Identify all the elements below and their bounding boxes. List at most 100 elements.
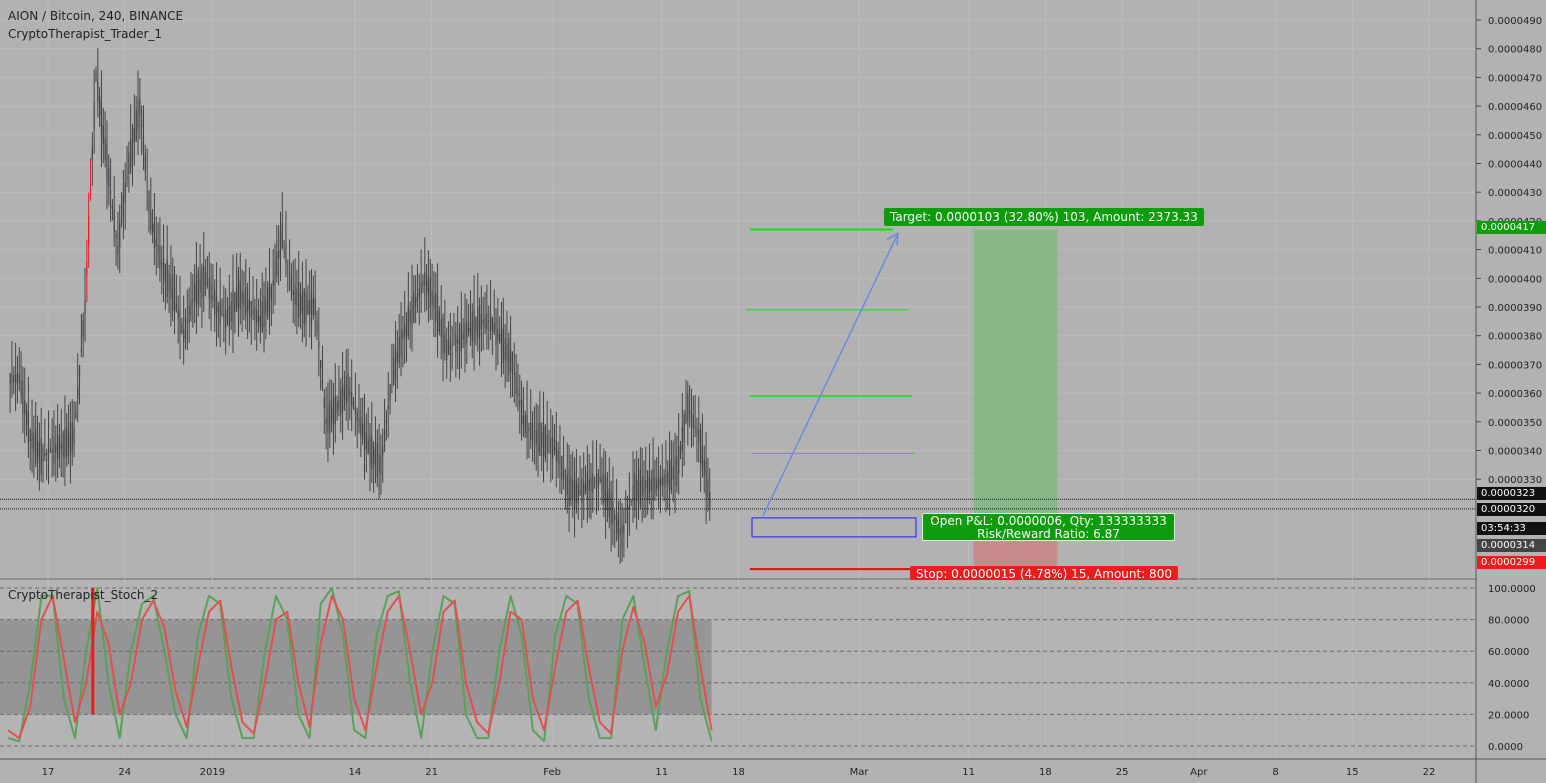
candle-body [634,473,636,511]
time-tick-label: 15 [1346,767,1359,778]
candle-body [204,271,207,286]
candle-body [615,512,618,533]
indicator-title[interactable]: CryptoTherapist_Trader_1 [8,27,163,41]
candle-body [553,447,556,451]
candle-body [299,293,302,312]
candle-body [86,262,88,276]
candle-body [608,488,610,518]
candle-body [572,480,574,499]
candle-body [435,292,437,322]
stoch-tick-label: 0.0000 [1488,742,1523,753]
candle-body [703,460,705,476]
candle-body [66,426,68,457]
candle-body [670,458,672,492]
candle-body [632,485,634,502]
candle-body [190,298,192,316]
candle-body [497,329,499,341]
candle-body [636,479,638,502]
candle-body [91,147,93,161]
candle-body [252,310,254,314]
pnl-line-2: Risk/Reward Ratio: 6.87 [977,527,1120,541]
candle-body [16,372,19,385]
candle-body [228,305,230,328]
candle-body [36,440,39,459]
candle-body [173,288,176,312]
overbought-oversold-band [0,619,712,715]
candle-body [469,321,472,336]
candle-body [201,267,203,300]
candle-body [511,354,514,375]
time-tick-label: Mar [850,767,870,778]
candle-body [351,392,353,406]
candle-body [226,321,229,323]
candle-body [484,314,486,328]
candle-body [307,299,309,315]
candle-body [347,373,349,402]
candle-body [398,337,400,363]
candle-body [506,343,508,363]
candle-body [157,245,159,254]
time-tick-label: 18 [732,767,745,778]
candle-body [700,429,702,465]
candle-body [188,305,190,324]
candle-body [320,360,322,369]
candle-body [444,332,446,353]
candle-body [166,259,168,297]
candle-body [309,300,311,314]
candle-body [539,422,541,456]
price-tick-label: 0.0000430 [1488,188,1542,199]
candle-body [707,479,709,499]
oscillator-title[interactable]: CryptoTherapist_Stoch_2 [8,588,159,602]
target-label[interactable]: Target: 0.0000103 (32.80%) 103, Amount: … [884,208,1204,226]
stop-label[interactable]: Stop: 0.0000015 (4.78%) 15, Amount: 800 [910,566,1178,580]
candle-body [362,423,364,440]
candle-body [354,407,356,414]
stoch-tick-label: 80.0000 [1488,616,1529,627]
price-tick-label: 0.0000350 [1488,418,1542,429]
symbol-title[interactable]: AION / Bitcoin, 240, BINANCE [8,9,184,23]
candle-body [356,411,358,422]
candle-body [473,309,475,342]
candle-body [561,455,563,480]
candle-body [312,299,314,315]
candle-body [345,376,347,406]
candle-body [230,302,232,322]
candle-body [144,155,146,172]
price-tick-label: 0.0000370 [1488,360,1542,371]
candle-body [606,491,609,506]
candle-body [531,424,534,444]
candle-body [468,327,470,332]
pnl-label[interactable]: Open P&L: 0.0000006, Qty: 133333333 Risk… [922,513,1175,541]
candle-body [678,446,680,474]
candle-body [369,434,371,467]
candle-body [108,168,110,188]
candle-body [519,400,521,406]
candle-body [683,414,685,443]
candle-body [73,429,75,444]
stoch-d-line [7,594,713,740]
candle-body [466,320,468,344]
candle-body [409,310,411,323]
candle-body [458,328,461,351]
candle-body [433,296,435,309]
candle-body [405,312,408,340]
candle-body [464,322,466,345]
candle-body [376,442,378,478]
candle-body [542,425,545,457]
price-axis[interactable]: 0.0000330 0.0000340 0.0000350 0.0000360 0.00… [1475,0,1542,783]
time-axis[interactable]: 17 24 2019 14 21 Feb 11 18 Mar 11 18 25 Apr 8 15 22 [0,758,1546,778]
candle-body [75,411,77,419]
candle-body [427,281,430,295]
candle-body [663,474,665,486]
candle-body [303,289,305,325]
candle-body [404,325,406,337]
stochastic-pane[interactable] [0,587,1476,747]
candle-body [57,434,59,461]
price-candles[interactable] [9,47,711,564]
candle-body [360,416,362,437]
candle-body [289,272,291,275]
candle-body [161,262,163,266]
candle-body [24,400,26,415]
current-price-label: 0.0000320 [1477,503,1546,516]
